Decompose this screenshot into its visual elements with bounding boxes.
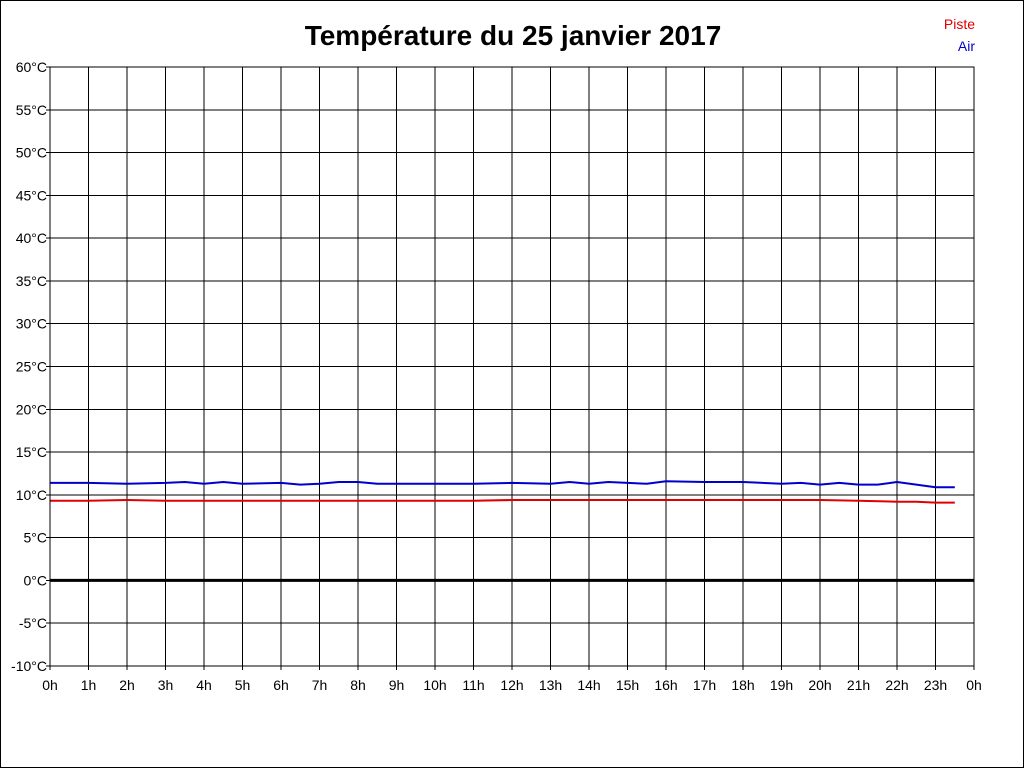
x-tick-label: 22h: [885, 677, 908, 693]
x-tick-label: 7h: [312, 677, 328, 693]
y-tick-label: 60°C: [16, 59, 47, 75]
y-tick-label: 45°C: [16, 187, 47, 203]
x-tick-label: 12h: [500, 677, 523, 693]
x-tick-label: 9h: [389, 677, 405, 693]
y-tick-label: 10°C: [16, 487, 47, 503]
y-tick-label: -5°C: [19, 615, 47, 631]
x-tick-label: 14h: [577, 677, 600, 693]
x-tick-label: 11h: [462, 677, 484, 693]
x-tick-label: 0h: [966, 677, 982, 693]
x-tick-label: 10h: [423, 677, 446, 693]
y-tick-label: 0°C: [24, 572, 48, 588]
legend-item-air: Air: [957, 38, 975, 54]
x-tick-label: 4h: [196, 677, 212, 693]
x-tick-label: 5h: [235, 677, 251, 693]
x-tick-label: 2h: [119, 677, 135, 693]
legend-item-piste: Piste: [943, 16, 975, 32]
y-tick-label: 20°C: [16, 401, 47, 417]
x-tick-label: 21h: [847, 677, 870, 693]
series-line-piste: [50, 499, 955, 504]
y-tick-label: 55°C: [16, 102, 47, 118]
y-tick-label: 50°C: [16, 145, 47, 161]
y-tick-label: 5°C: [24, 530, 48, 546]
chart-legend: Piste Air: [944, 13, 975, 57]
series-lines: [50, 480, 955, 504]
grid-lines: [49, 66, 975, 667]
x-tick-label: 17h: [693, 677, 716, 693]
y-tick-label: 30°C: [16, 316, 47, 332]
x-tick-label: 6h: [273, 677, 289, 693]
x-tick-label: 0h: [42, 677, 58, 693]
y-axis-ticks: 60°C 55°C 50°C 45°C 40°C 35°C 30°C 25°C 20°C 15°C…: [11, 59, 50, 674]
x-tick-label: 1h: [81, 677, 97, 693]
x-axis-ticks: 0h 1h 2h 3h 4h 5h 6h 7h 8h 9h 10h 11h 12h 13h 14h 15h 16…: [42, 666, 982, 693]
x-tick-label: 18h: [731, 677, 754, 693]
y-tick-label: 25°C: [16, 359, 47, 375]
x-tick-label: 13h: [539, 677, 562, 693]
chart-title: Température du 25 janvier 2017: [304, 20, 722, 51]
x-tick-label: 16h: [654, 677, 677, 693]
x-tick-label: 23h: [924, 677, 947, 693]
x-tick-label: 8h: [350, 677, 366, 693]
x-tick-label: 20h: [808, 677, 831, 693]
series-line-air: [50, 480, 955, 489]
y-tick-label: 35°C: [16, 273, 47, 289]
y-tick-label: 40°C: [16, 230, 47, 246]
x-tick-label: 3h: [158, 677, 174, 693]
y-tick-label: 15°C: [16, 444, 47, 460]
x-tick-label: 19h: [770, 677, 793, 693]
y-tick-label: -10°C: [11, 658, 47, 674]
x-tick-label: 15h: [616, 677, 639, 693]
